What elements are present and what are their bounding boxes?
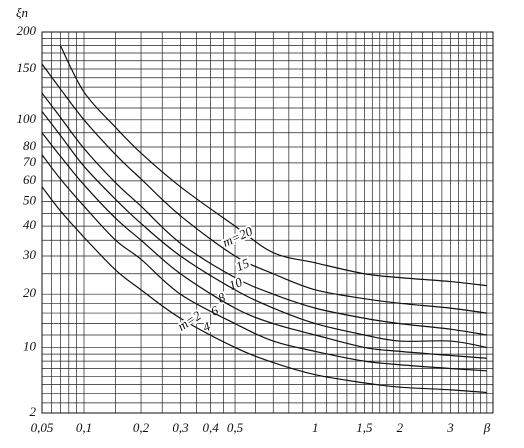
x-tick-label: 1,5 [356, 420, 373, 435]
curve [42, 92, 487, 336]
y-tick-label: 20 [23, 285, 37, 300]
y-tick-label: 80 [23, 138, 37, 153]
curve-label: m=20 [220, 223, 255, 250]
curve [42, 132, 487, 359]
x-tick-label: 3 [446, 420, 454, 435]
y-tick-label: 40 [23, 217, 37, 232]
x-tick-label: 0,5 [227, 420, 244, 435]
x-tick-label: 0,4 [202, 420, 219, 435]
x-axis-label: β [483, 420, 491, 435]
x-tick-label: 2 [397, 420, 404, 435]
y-tick-label: 2 [30, 404, 37, 419]
x-tick-label: 0,05 [31, 420, 54, 435]
x-tick-label: 0,1 [76, 420, 92, 435]
x-tick-label: 1 [312, 420, 319, 435]
curve [42, 111, 487, 349]
y-tick-label: 150 [17, 60, 37, 75]
y-tick-label: 100 [17, 111, 37, 126]
y-tick-label: 70 [23, 154, 37, 169]
y-axis-label: ξn [16, 5, 28, 20]
y-tick-label: 30 [22, 247, 37, 262]
curve [42, 154, 487, 372]
x-tick-label: 0,3 [172, 420, 189, 435]
plot-frame [41, 31, 494, 414]
y-tick-label: 60 [23, 172, 37, 187]
y-tick-label: 50 [23, 193, 37, 208]
curve-label: 15 [234, 255, 252, 274]
y-tick-label: 10 [23, 338, 37, 353]
curve [59, 45, 487, 287]
curve [42, 63, 487, 314]
curve [42, 186, 487, 394]
y-tick-label: 200 [17, 23, 37, 38]
x-tick-label: 0,2 [133, 420, 150, 435]
